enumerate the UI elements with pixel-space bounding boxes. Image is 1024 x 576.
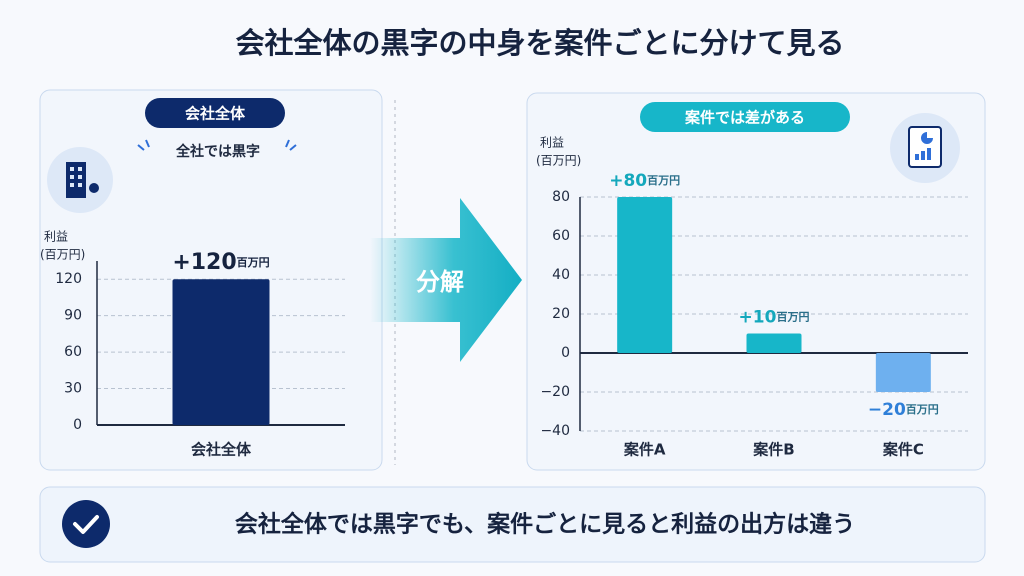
y-tick-label: 0 [561,345,570,361]
y-tick-label: −20 [540,384,570,400]
y-axis-label: 利益 [540,136,564,150]
y-tick-label: 20 [552,306,570,322]
value-number: +120 [172,250,236,275]
check-mark [73,515,99,534]
arrow-label: 分解 [416,268,464,296]
value-unit: 百万円 [647,174,680,187]
y-tick-label: 30 [64,381,82,397]
y-axis-label: 利益 [44,230,68,244]
value-label: −20百万円 [868,400,939,420]
value-number: +10 [739,308,777,328]
y-tick-label: 90 [64,308,82,324]
left-caption: 全社では黒字 [175,143,260,160]
right-panel [526,92,986,471]
bar [746,333,802,353]
conclusion-panel [39,486,986,563]
value-number: +80 [609,171,647,191]
x-tick-label: 会社全体 [191,441,252,459]
value-number: −20 [868,400,906,420]
y-axis-unit: (百万円) [536,154,581,168]
y-axis-unit: (百万円) [40,248,85,262]
x-tick-label: 案件B [752,441,794,459]
tree-icon [89,183,99,193]
left-badge [145,98,285,128]
value-label: +120百万円 [172,250,269,275]
value-label: +10百万円 [739,308,810,328]
bar [617,197,673,353]
report-pie [921,132,933,144]
report-bars [915,148,931,160]
building-windows [70,167,82,187]
conclusion-text: 会社全体では黒字でも、案件ごとに見ると利益の出方は違う [235,511,855,538]
page-title: 会社全体の黒字の中身を案件ごとに分けて見る [235,26,844,60]
x-tick-label: 案件A [623,441,666,459]
y-tick-label: 0 [73,417,82,433]
y-tick-label: 60 [64,344,82,360]
value-unit: 百万円 [237,256,270,269]
right-badge [640,102,850,132]
y-tick-label: −40 [540,423,570,439]
value-label: +80百万円 [609,171,680,191]
value-unit: 百万円 [776,311,809,324]
y-tick-label: 80 [552,189,570,205]
right-badge-text: 案件では差がある [684,109,805,127]
bar [172,279,270,425]
building-icon [66,162,86,198]
y-tick-label: 60 [552,228,570,244]
y-tick-label: 120 [55,271,82,287]
value-unit: 百万円 [906,403,939,416]
left-badge-text: 会社全体 [185,105,246,123]
arrow [370,198,522,362]
bar [875,353,931,392]
y-tick-label: 40 [552,267,570,283]
check-icon [62,500,110,548]
accent-marks [137,139,297,151]
x-tick-label: 案件C [882,441,924,459]
